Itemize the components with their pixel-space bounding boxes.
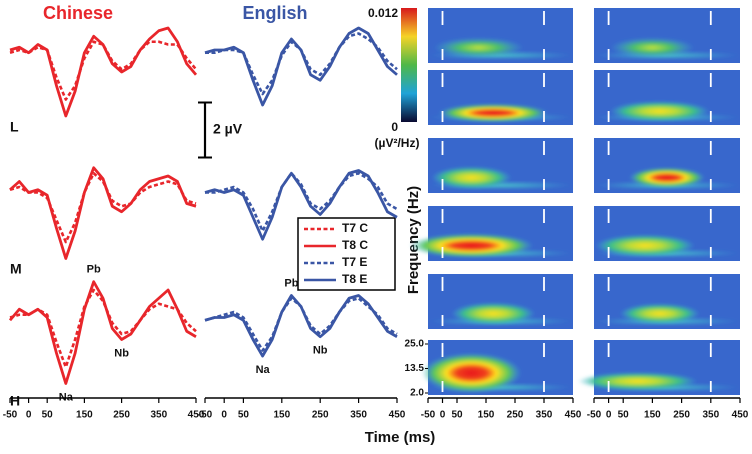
peak-label: Pb [87, 264, 101, 276]
peak-label: Na [256, 364, 271, 376]
peak-label: Nb [114, 347, 129, 359]
chinese-title: Chinese [43, 3, 113, 23]
x-tick-label: 450 [389, 410, 406, 421]
colorbar-min: 0 [391, 120, 398, 134]
x-tick-label: 150 [76, 410, 93, 421]
y-tick-label: 25.0 [405, 339, 425, 350]
colorbar-unit: (µV²/Hz) [375, 136, 420, 150]
waveform [204, 26, 398, 107]
tf-power [451, 302, 536, 325]
x-tick-label: 250 [673, 410, 690, 421]
x-tick-label: 150 [273, 410, 290, 421]
tf-power [421, 353, 522, 393]
waveform [205, 32, 398, 96]
x-tick-label: 350 [350, 410, 367, 421]
y-tick-label: 13.5 [405, 363, 425, 374]
peak-label: Nb [313, 345, 328, 357]
tf-power [629, 167, 705, 188]
panel-label: L [10, 119, 19, 135]
x-tick-label: 250 [507, 410, 524, 421]
x-tick-label: -50 [587, 410, 602, 421]
x-tick-label: 0 [26, 410, 32, 421]
scale-bar-label: 2 µV [213, 121, 243, 137]
legend-label: T7 C [342, 221, 368, 235]
legend-label: T8 E [342, 272, 367, 286]
waveform [205, 171, 398, 233]
waveform [204, 294, 398, 358]
waveform [9, 166, 197, 260]
x-tick-label: -50 [3, 410, 18, 421]
waveform [9, 171, 197, 244]
x-tick-label: 350 [536, 410, 553, 421]
x-tick-label: -50 [198, 410, 213, 421]
waveform [9, 26, 198, 118]
x-tick-label: 450 [732, 410, 749, 421]
tf-power [431, 166, 512, 189]
x-tick-label: 50 [618, 410, 630, 421]
x-tick-label: 0 [606, 410, 612, 421]
x-tick-label: 150 [478, 410, 495, 421]
x-tick-label: 0 [440, 410, 446, 421]
x-tick-label: 250 [113, 410, 130, 421]
x-tick-label: 250 [312, 410, 329, 421]
tf-power [610, 37, 695, 58]
x-tick-label: 350 [702, 410, 719, 421]
tf-power [438, 103, 549, 122]
english-title: English [242, 3, 307, 23]
tf-power [433, 37, 524, 58]
y-tick-label: 2.0 [410, 388, 424, 399]
legend-label: T8 C [342, 238, 368, 252]
waveform [9, 40, 197, 101]
tf-power [619, 303, 700, 324]
colorbar [401, 8, 417, 122]
panel-label: M [10, 261, 22, 277]
x-tick-label: 50 [238, 410, 250, 421]
x-tick-label: 450 [565, 410, 582, 421]
panel-label: H [10, 393, 20, 409]
tf-power [609, 101, 710, 122]
x-tick-label: 150 [644, 410, 661, 421]
x-tick-label: -50 [421, 410, 436, 421]
x-tick-label: 50 [42, 410, 54, 421]
x-axis-label: Time (ms) [365, 429, 436, 446]
peak-label: Pb [284, 277, 298, 289]
tf-power [595, 234, 696, 257]
y-axis-label: Frequency (Hz) [405, 186, 422, 294]
tf-power [409, 233, 534, 258]
x-tick-label: 350 [150, 410, 167, 421]
x-tick-label: 450 [188, 410, 205, 421]
tf-power [577, 372, 698, 391]
waveform [204, 169, 398, 241]
colorbar-max: 0.012 [368, 6, 398, 20]
waveform [8, 280, 197, 385]
x-tick-label: 0 [221, 410, 227, 421]
legend-label: T7 E [342, 255, 367, 269]
x-tick-label: 50 [451, 410, 463, 421]
